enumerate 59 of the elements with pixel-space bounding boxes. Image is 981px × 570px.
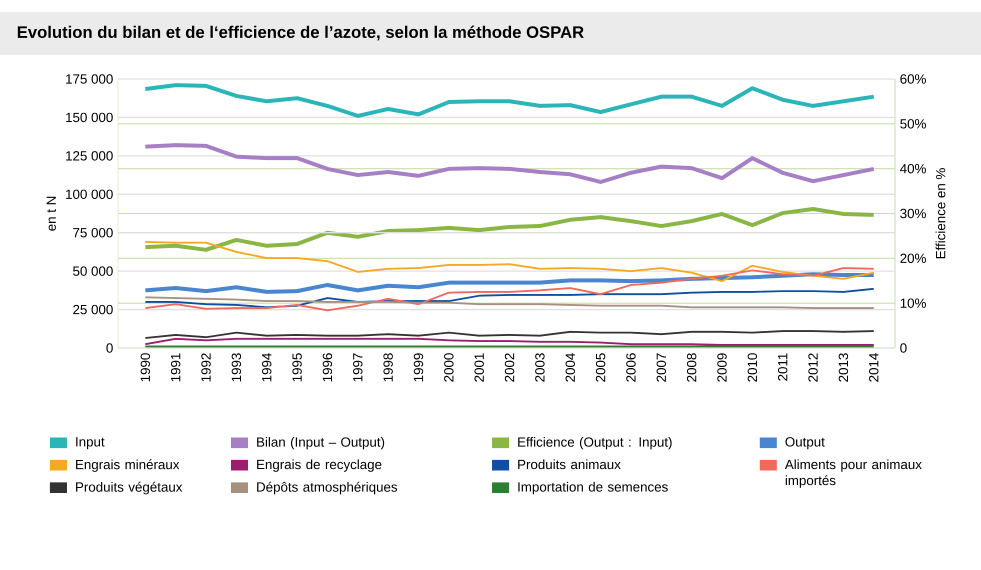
x-tick-label: 1995 bbox=[292, 353, 302, 382]
x-tick-label: 2001 bbox=[474, 353, 484, 382]
y-axis-title: en t N bbox=[46, 196, 56, 231]
y2-tick-label: 20% bbox=[900, 254, 926, 264]
y-tick-label: 50 000 bbox=[73, 266, 113, 276]
legend-label: Engrais minéraux bbox=[76, 459, 180, 472]
y-tick-label: 75 000 bbox=[73, 228, 113, 238]
x-tick-label: 2004 bbox=[566, 353, 575, 382]
x-tick-label: 2013 bbox=[838, 353, 848, 382]
x-tick-label: 2012 bbox=[808, 353, 818, 382]
y2-tick-label: 50% bbox=[900, 119, 926, 129]
x-tick-label: 2011 bbox=[778, 353, 788, 381]
x-tick-label: 1993 bbox=[232, 353, 242, 382]
x-tick-label: 2000 bbox=[444, 353, 454, 382]
y-tick-label: 25 000 bbox=[73, 304, 113, 314]
line-series bbox=[144, 330, 875, 339]
x-tick-label: 2008 bbox=[686, 353, 696, 382]
legend-label: Dépôts atmosphériques bbox=[257, 482, 398, 494]
legend-label: Produits végétaux bbox=[76, 482, 182, 494]
x-tick-label: 1999 bbox=[414, 353, 424, 382]
x-tick-label: 2010 bbox=[748, 353, 758, 382]
x-tick-label: 2014 bbox=[869, 353, 878, 382]
y-tick-label: 150 000 bbox=[66, 112, 113, 122]
x-tick-label: 2007 bbox=[656, 353, 666, 382]
y-tick-label: 175 000 bbox=[66, 74, 113, 84]
x-tick-label: 1994 bbox=[262, 353, 272, 382]
y2-tick-label: 30% bbox=[900, 208, 926, 218]
y2-tick-label: 40% bbox=[900, 164, 926, 174]
x-tick-label: 1990 bbox=[140, 353, 150, 382]
y-tick-label: 125 000 bbox=[66, 151, 113, 161]
x-tick-label: 2003 bbox=[535, 353, 545, 382]
legend-label: Bilan (Input – Output) bbox=[257, 436, 384, 450]
x-tick-label: 2009 bbox=[717, 353, 727, 382]
x-tick-label: 1997 bbox=[353, 353, 362, 382]
legend-label: Engrais de recyclage bbox=[257, 459, 382, 472]
legend-label: Produits animaux bbox=[518, 459, 621, 470]
line-series bbox=[144, 267, 875, 312]
chart-title: Evolution du bilan et de l‘efficience de l’azote, selon la méthode OSPAR bbox=[18, 26, 584, 40]
y-tick-label: 100 000 bbox=[66, 190, 113, 199]
legend-label: Input bbox=[76, 437, 105, 450]
x-tick-label: 2005 bbox=[596, 353, 606, 382]
x-tick-label: 1998 bbox=[383, 353, 393, 382]
y2-axis-title: Efficience en % bbox=[936, 168, 946, 258]
x-tick-label: 2002 bbox=[504, 353, 514, 382]
x-tick-label: 1991 bbox=[170, 353, 180, 382]
x-tick-label: 1992 bbox=[201, 353, 211, 382]
y2-tick-label: 10% bbox=[900, 298, 926, 308]
x-tick-label: 2006 bbox=[626, 353, 636, 382]
y2-tick-label: 60% bbox=[900, 74, 926, 84]
x-tick-label: 1996 bbox=[322, 353, 332, 382]
y2-tick-label: 0 bbox=[900, 343, 907, 353]
legend-label: Output bbox=[785, 437, 825, 450]
line-series bbox=[143, 143, 876, 184]
legend-label: Efficience (Output : Input) bbox=[518, 436, 672, 450]
line-series bbox=[143, 207, 876, 252]
line-series bbox=[144, 241, 875, 282]
legend-label: Importation de semences bbox=[518, 482, 668, 494]
legend-label: Aliments pour animaux importés bbox=[784, 459, 922, 488]
y-tick-label: 0 bbox=[106, 343, 113, 353]
